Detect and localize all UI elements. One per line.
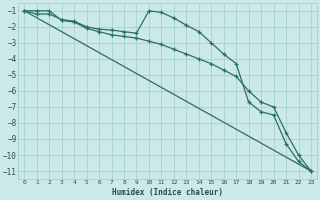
X-axis label: Humidex (Indice chaleur): Humidex (Indice chaleur) [112, 188, 223, 197]
